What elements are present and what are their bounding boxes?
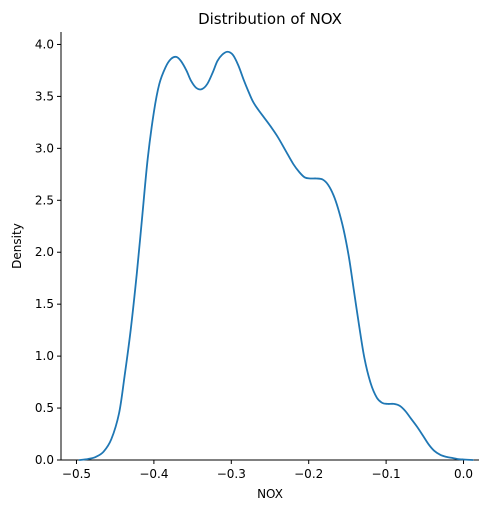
x-axis-label: NOX bbox=[257, 487, 283, 501]
x-tick-label: 0.0 bbox=[454, 467, 473, 481]
chart-title: Distribution of NOX bbox=[198, 10, 342, 28]
y-tick-label: 1.5 bbox=[35, 297, 54, 311]
density-curve bbox=[80, 52, 473, 460]
y-axis-ticks: 0.0 0.5 1.0 1.5 2.0 2.5 3.0 3.5 4.0 bbox=[35, 37, 61, 467]
x-tick-label: −0.2 bbox=[294, 467, 323, 481]
y-tick-label: 0.0 bbox=[35, 453, 54, 467]
x-tick-label: −0.1 bbox=[372, 467, 401, 481]
y-axis-label: Density bbox=[10, 223, 24, 269]
y-tick-label: 2.5 bbox=[35, 193, 54, 207]
x-tick-label: −0.4 bbox=[139, 467, 168, 481]
x-tick-label: −0.5 bbox=[62, 467, 91, 481]
x-axis-ticks: −0.5 −0.4 −0.3 −0.2 −0.1 0.0 bbox=[62, 460, 473, 481]
y-tick-label: 3.5 bbox=[35, 89, 54, 103]
y-tick-label: 4.0 bbox=[35, 37, 54, 51]
y-tick-label: 3.0 bbox=[35, 141, 54, 155]
y-tick-label: 0.5 bbox=[35, 401, 54, 415]
y-tick-label: 2.0 bbox=[35, 245, 54, 259]
x-tick-label: −0.3 bbox=[217, 467, 246, 481]
y-tick-label: 1.0 bbox=[35, 349, 54, 363]
